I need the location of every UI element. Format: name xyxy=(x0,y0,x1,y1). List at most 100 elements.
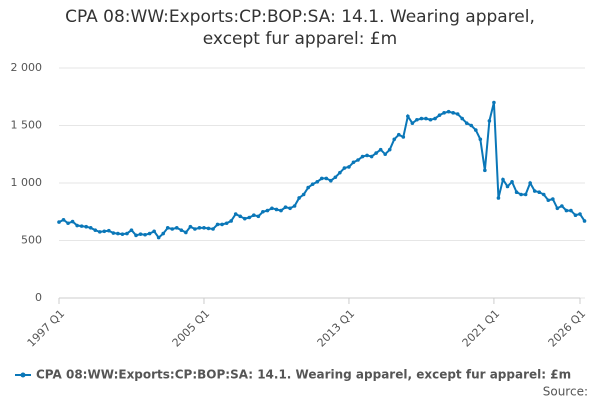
point xyxy=(551,197,555,201)
point xyxy=(374,151,378,155)
point xyxy=(569,208,573,213)
point xyxy=(97,230,102,234)
point xyxy=(573,213,578,217)
point xyxy=(360,154,365,159)
point xyxy=(120,232,125,236)
y-tick-label: 1 000 xyxy=(11,176,43,189)
point xyxy=(261,209,265,214)
point xyxy=(460,116,465,121)
point xyxy=(333,175,338,180)
point xyxy=(252,213,256,217)
point xyxy=(125,231,129,236)
point xyxy=(523,192,528,197)
point xyxy=(152,229,156,234)
point xyxy=(528,181,532,185)
point xyxy=(70,219,75,224)
point xyxy=(487,119,492,123)
point xyxy=(156,235,161,240)
point xyxy=(537,190,542,194)
point xyxy=(301,192,306,197)
point xyxy=(451,111,455,115)
point xyxy=(446,109,451,114)
point xyxy=(283,205,288,209)
point xyxy=(206,226,211,231)
point xyxy=(329,178,333,183)
point xyxy=(415,117,419,122)
point xyxy=(365,153,369,158)
point xyxy=(93,228,98,232)
legend-label: CPA 08:WW:Exports:CP:BOP:SA: 14.1. Weari… xyxy=(36,368,571,382)
point xyxy=(188,224,193,229)
point xyxy=(116,231,120,236)
point xyxy=(79,224,84,228)
point xyxy=(292,204,297,208)
point xyxy=(560,204,564,208)
point xyxy=(519,192,523,197)
legend-symbol xyxy=(20,372,26,378)
x-tick-label: 1997 Q1 xyxy=(25,307,68,350)
point xyxy=(455,112,460,116)
point xyxy=(564,208,569,213)
point xyxy=(478,137,483,142)
point xyxy=(396,132,401,137)
point xyxy=(578,212,582,216)
point xyxy=(102,229,107,234)
point xyxy=(351,160,356,165)
point xyxy=(161,231,165,236)
point xyxy=(211,227,215,231)
point xyxy=(306,185,310,190)
point xyxy=(514,190,519,194)
point xyxy=(496,196,501,200)
chart-title: CPA 08:WW:Exports:CP:BOP:SA: 14.1. Weari… xyxy=(65,7,535,49)
point xyxy=(410,121,415,125)
point xyxy=(419,116,424,121)
point xyxy=(138,232,143,236)
point xyxy=(437,113,442,117)
point xyxy=(474,128,478,132)
point xyxy=(310,182,315,186)
y-tick-label: 500 xyxy=(21,234,42,247)
point xyxy=(387,147,392,152)
point xyxy=(57,220,61,224)
point xyxy=(147,231,152,236)
point xyxy=(424,116,428,121)
point xyxy=(233,212,238,216)
point xyxy=(242,216,247,221)
point xyxy=(220,222,224,227)
point xyxy=(238,214,243,219)
point xyxy=(61,218,66,222)
point xyxy=(383,152,387,157)
point xyxy=(279,208,283,213)
point xyxy=(315,180,320,184)
point xyxy=(170,227,175,231)
point xyxy=(510,180,514,184)
point xyxy=(165,226,170,230)
line xyxy=(58,102,586,240)
point xyxy=(229,219,233,223)
point xyxy=(134,233,138,238)
point xyxy=(406,114,410,119)
x-tick-label: 2005 Q1 xyxy=(170,307,213,350)
point xyxy=(88,226,93,230)
point xyxy=(428,117,433,122)
point xyxy=(464,121,469,125)
point xyxy=(442,111,446,115)
point xyxy=(319,176,324,181)
point xyxy=(501,177,505,182)
point xyxy=(356,158,360,162)
point xyxy=(256,214,261,219)
point xyxy=(224,221,229,226)
point xyxy=(483,168,487,173)
point xyxy=(288,206,292,211)
point xyxy=(369,154,374,159)
point xyxy=(75,223,79,228)
point xyxy=(338,170,342,175)
point xyxy=(297,196,301,200)
point xyxy=(215,222,220,227)
point xyxy=(202,226,206,230)
point xyxy=(541,192,546,197)
point xyxy=(197,226,202,230)
point xyxy=(392,137,397,142)
y-tick-label: 1 500 xyxy=(11,119,43,132)
